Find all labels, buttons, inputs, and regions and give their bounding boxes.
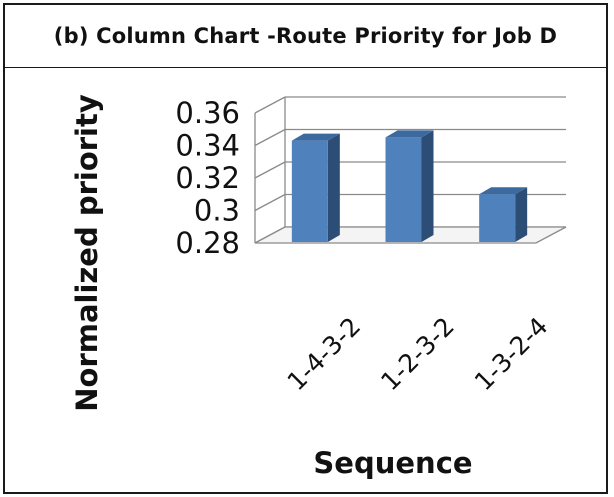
bar [385,130,434,242]
bar-front [385,137,422,242]
x-category-labels: 1-4-3-2 1-2-3-2 1-3-2-4 [282,312,554,397]
y-tick-label: 0.32 [175,161,240,195]
y-tick-label: 0.3 [194,194,240,228]
bar [479,187,528,242]
gridline-side [254,161,286,179]
gridline-side [254,96,286,114]
gridline-side [254,128,286,147]
bar-top [479,187,528,195]
y-tick-label: 0.34 [175,129,240,163]
bar-side [421,130,434,242]
chart-title: (b) Column Chart -Route Priority for Job… [53,24,558,48]
x-category-label: 1-4-3-2 [282,312,367,397]
y-tick-labels: 0.280.30.320.340.36 [175,96,240,260]
x-axis-title: Sequence [313,446,472,480]
y-axis-title: Normalized priority [70,94,104,412]
bar-top [291,133,340,141]
bar-top [385,130,434,138]
x-category-label: 1-3-2-4 [469,312,554,397]
chart-title-bar: (b) Column Chart -Route Priority for Job… [5,5,606,68]
y-tick-label: 0.28 [175,226,240,260]
x-category-label: 1-2-3-2 [375,312,460,397]
bar-side [327,133,340,242]
bar-front [479,194,516,242]
bar-front [291,140,328,242]
chart-frame: (b) Column Chart -Route Priority for Job… [3,3,608,494]
gridline-side [254,193,286,212]
y-tick-label: 0.36 [175,96,240,130]
bar-side [515,187,528,242]
bars [291,130,528,242]
bar [291,133,340,242]
